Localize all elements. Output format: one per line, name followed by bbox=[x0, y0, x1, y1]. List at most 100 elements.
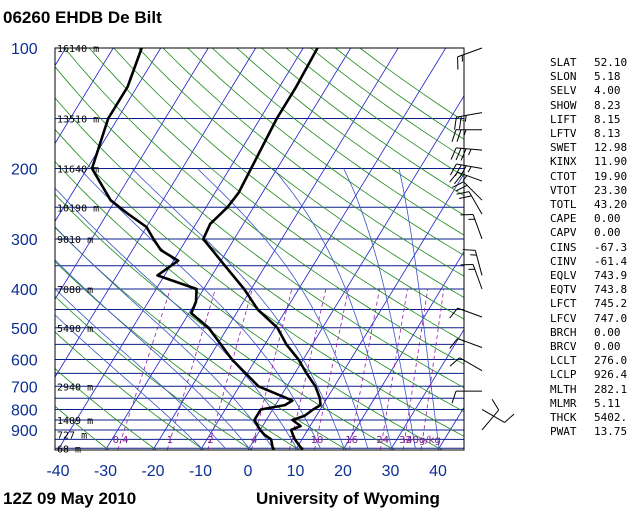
index-name: LCLP bbox=[550, 368, 577, 382]
mixing-ratio-label: 2 bbox=[207, 435, 213, 446]
mixing-ratio-label: 32 bbox=[399, 435, 412, 446]
observation-time: 12Z 09 May 2010 bbox=[3, 489, 137, 508]
index-value: 0.00 bbox=[594, 340, 621, 354]
index-row: LCLP 926.4 bbox=[550, 368, 640, 382]
wind-barb bbox=[460, 264, 483, 290]
temperature-tick-label: -30 bbox=[94, 463, 117, 480]
index-name: THCK bbox=[550, 411, 577, 425]
wind-barb bbox=[456, 191, 483, 215]
index-row: SELV 4.00 bbox=[550, 84, 640, 98]
index-row: SHOW 8.23 bbox=[550, 99, 640, 113]
index-name: SWET bbox=[550, 141, 577, 155]
wind-barb-staff bbox=[481, 409, 500, 431]
index-name: BRCH bbox=[550, 325, 577, 339]
index-value: 743.9 bbox=[594, 269, 628, 283]
index-name: TOTL bbox=[550, 198, 577, 212]
height-label: 1409 m bbox=[57, 416, 93, 427]
wind-barb bbox=[462, 249, 483, 276]
temperature-tick-label: 40 bbox=[429, 463, 447, 480]
station-title: 06260 EHDB De Bilt bbox=[3, 8, 162, 27]
height-label: 7080 m bbox=[57, 285, 93, 296]
temperature-tick-label: 20 bbox=[334, 463, 352, 480]
index-value: 52.10 bbox=[594, 56, 628, 69]
wind-barb bbox=[449, 171, 483, 185]
index-row: MLTH 282.1 bbox=[550, 383, 640, 397]
isotherm-line bbox=[295, 173, 464, 450]
wind-barb-flag bbox=[449, 338, 458, 349]
index-row: TOTL 43.20 bbox=[550, 198, 640, 212]
index-row: CAPV 0.00 bbox=[550, 226, 640, 240]
temperature-tick-label: 30 bbox=[382, 463, 400, 480]
wind-barb bbox=[460, 214, 483, 240]
moist-adiabat bbox=[197, 168, 369, 449]
dry-adiabat bbox=[113, 48, 464, 320]
isotherm-line bbox=[342, 250, 464, 450]
index-value: 743.8 bbox=[594, 283, 628, 297]
pressure-tick-label: 600 bbox=[11, 352, 38, 369]
index-value: 5.11 bbox=[594, 396, 621, 410]
mixing-ratio-label: 24 bbox=[376, 435, 389, 446]
wind-barb-staff bbox=[468, 191, 483, 215]
wind-barb-flag bbox=[504, 413, 515, 423]
moist-adiabat bbox=[272, 168, 392, 449]
index-row: VTOT 23.30 bbox=[550, 184, 640, 198]
height-label: 10190 m bbox=[57, 203, 99, 214]
wind-barb-flag bbox=[455, 184, 468, 192]
mixing-ratio-label: 1 bbox=[167, 435, 173, 446]
wind-barb-staff bbox=[457, 338, 483, 348]
wind-barb-flag bbox=[459, 195, 472, 199]
dry-adiabat bbox=[187, 48, 464, 256]
pressure-tick-label: 300 bbox=[11, 232, 38, 249]
index-name: LFCV bbox=[550, 311, 577, 325]
index-value: 8.23 bbox=[594, 98, 621, 112]
index-name: LCLT bbox=[550, 354, 577, 368]
index-value: 8.15 bbox=[594, 112, 621, 126]
index-row: EQLV 743.9 bbox=[550, 269, 640, 283]
dry-adiabat bbox=[138, 48, 464, 298]
height-label: 9010 m bbox=[57, 235, 93, 246]
index-name: KINX bbox=[550, 155, 577, 169]
index-row: SLON 5.18 bbox=[550, 70, 640, 84]
index-value: 43.20 bbox=[594, 198, 628, 212]
dry-adiabat bbox=[55, 193, 395, 450]
dry-adiabat bbox=[55, 368, 157, 450]
dry-adiabat bbox=[64, 48, 464, 365]
dry-adiabat bbox=[55, 226, 348, 450]
index-name: SHOW bbox=[550, 98, 577, 112]
index-name: LIFT bbox=[550, 112, 577, 126]
index-value: 13.75 bbox=[594, 425, 628, 439]
dry-adiabat bbox=[55, 66, 464, 389]
wind-barb bbox=[452, 181, 483, 201]
index-row: SLAT 52.10 bbox=[550, 56, 640, 70]
wind-barb bbox=[457, 47, 483, 70]
wind-barb-flag bbox=[456, 191, 470, 195]
mixing-ratio-line bbox=[420, 288, 445, 450]
wind-barb-half-flag bbox=[464, 115, 467, 122]
wind-barb-half-flag bbox=[468, 149, 472, 156]
height-label: 16140 m bbox=[57, 44, 99, 55]
wind-barb bbox=[454, 112, 483, 130]
index-name: PWAT bbox=[550, 425, 577, 439]
dewpoint-profile bbox=[90, 48, 294, 450]
wind-barb-flag bbox=[449, 307, 458, 319]
dry-adiabat bbox=[162, 48, 464, 277]
index-value: 8.13 bbox=[594, 127, 621, 141]
moist-adiabat bbox=[55, 259, 250, 449]
wind-barb-flag bbox=[449, 357, 460, 367]
plot-frame bbox=[54, 47, 465, 451]
wind-barb-flag bbox=[455, 148, 462, 161]
index-value: 276.0 bbox=[594, 354, 628, 368]
dry-adiabat bbox=[55, 405, 110, 450]
index-row: CINS -67.3 bbox=[550, 241, 640, 255]
wind-barb-flag bbox=[451, 129, 457, 142]
dry-adiabat bbox=[55, 331, 205, 450]
isotherm-line bbox=[200, 48, 447, 450]
dry-adiabat bbox=[55, 295, 252, 450]
wind-barb-flag bbox=[454, 117, 457, 130]
index-row: LFCT 745.2 bbox=[550, 297, 640, 311]
dry-adiabat bbox=[55, 97, 464, 413]
moist-adiabat bbox=[55, 314, 202, 449]
index-value: -61.4 bbox=[594, 254, 628, 268]
mixing-ratio-line bbox=[166, 288, 216, 450]
index-row: LFTV 8.13 bbox=[550, 127, 640, 141]
